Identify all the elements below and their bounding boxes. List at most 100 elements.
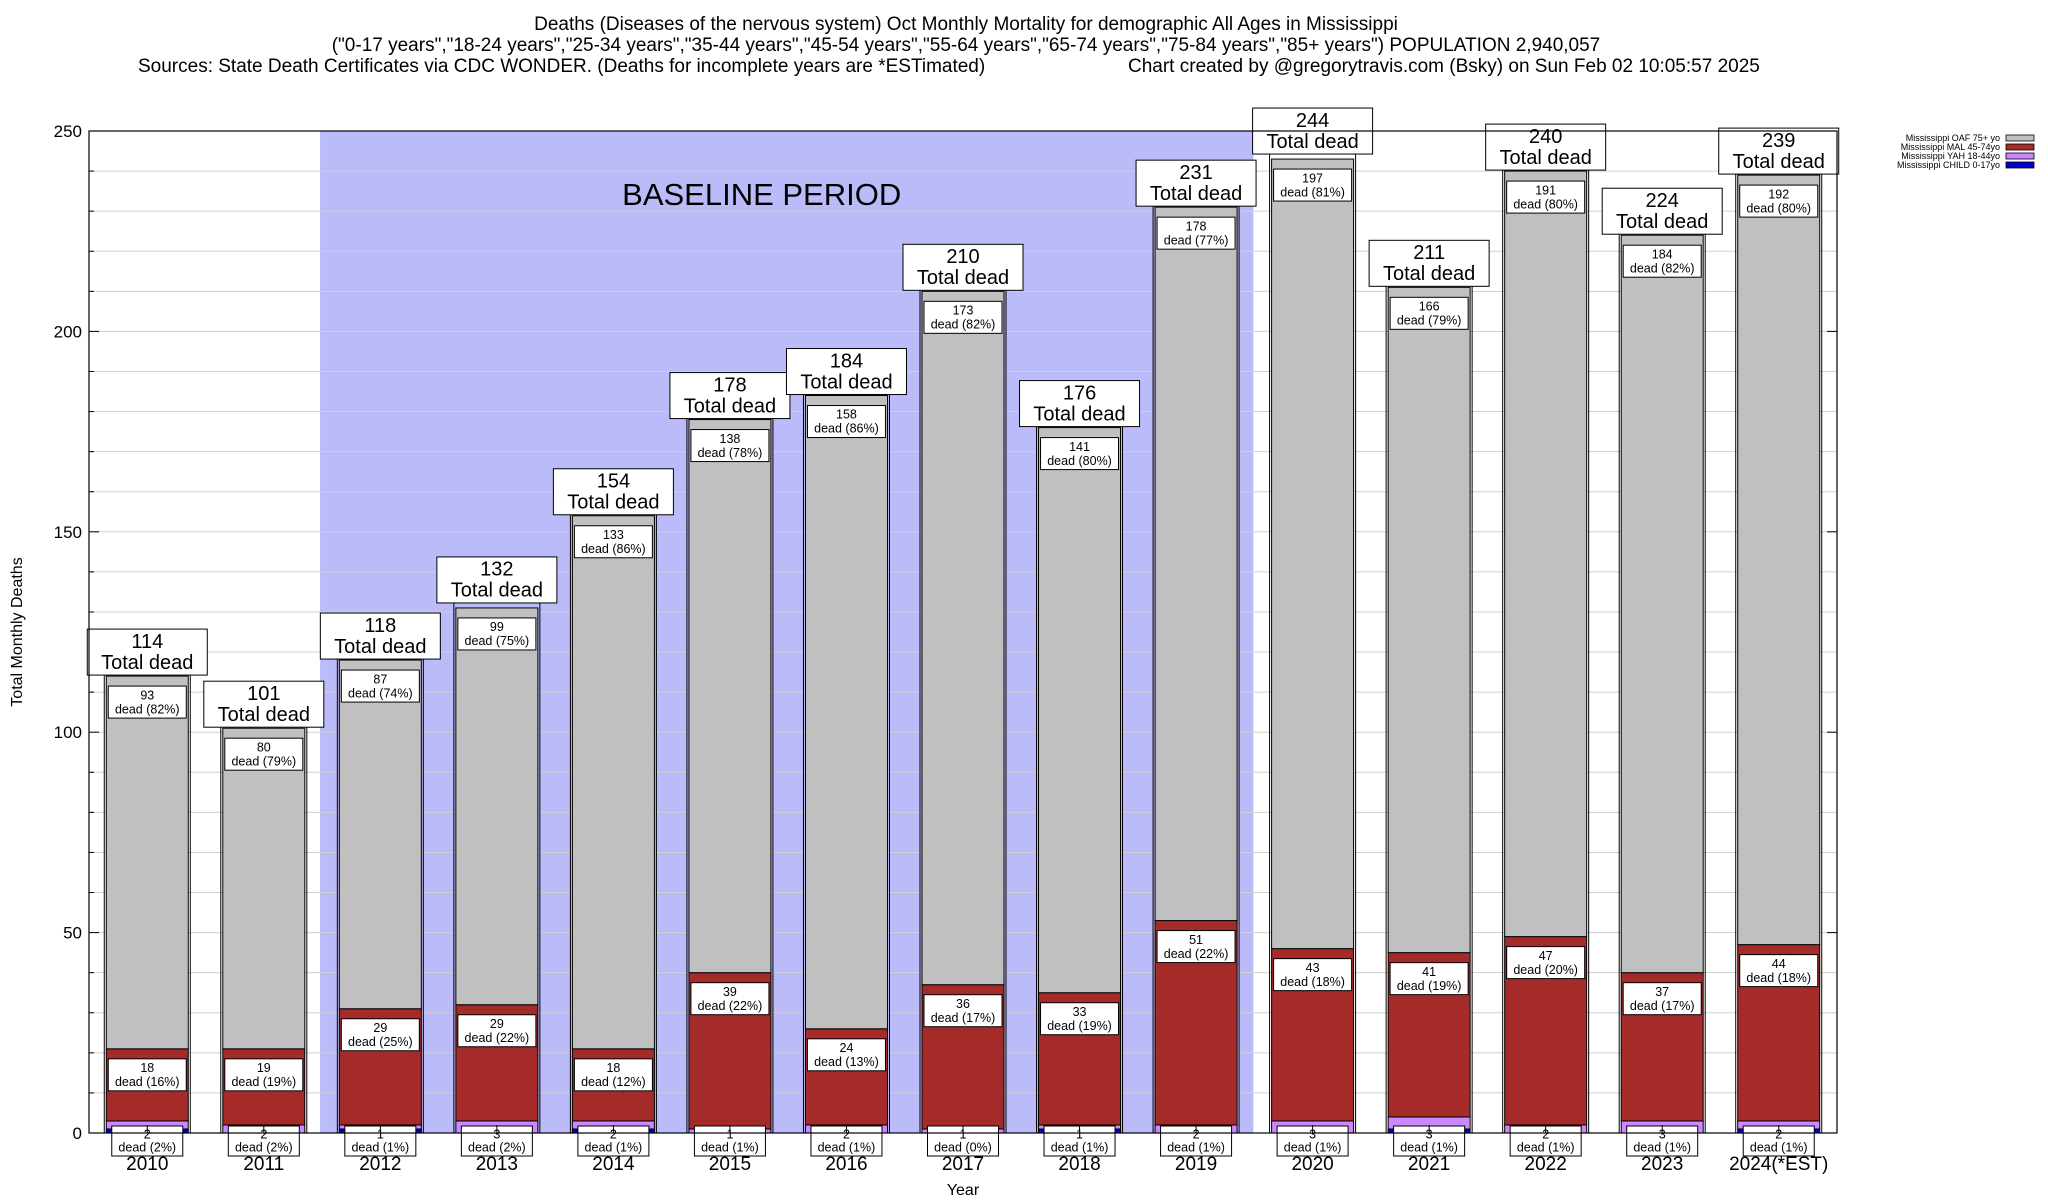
- mal-label-box: [107, 1058, 187, 1092]
- mal-label-text: 47: [1539, 949, 1553, 963]
- x-tick-label: 2014: [592, 1154, 635, 1175]
- oaf-label-box: [1739, 184, 1819, 218]
- oaf-label-box: [1389, 296, 1469, 330]
- oaf-label-box: [573, 525, 653, 559]
- legend-label: Mississippi OAF 75+ yo: [1906, 133, 2000, 143]
- mal-label-text: 36: [956, 997, 970, 1011]
- x-tick-label: 2016: [825, 1154, 867, 1175]
- yah-label-box: [1160, 1125, 1233, 1157]
- oaf-label-text: dead (77%): [1164, 233, 1229, 247]
- total-label-box: [1368, 239, 1490, 287]
- y-tick-label: 100: [54, 723, 82, 742]
- y-tick-label: 200: [54, 322, 82, 341]
- mal-label-text: dead (17%): [931, 1011, 996, 1025]
- yah-label-text: dead (1%): [1750, 1140, 1808, 1154]
- total-label-text: Total dead: [1383, 263, 1475, 285]
- total-label-text: 176: [1063, 382, 1096, 404]
- yah-label-text: 2: [843, 1127, 850, 1141]
- oaf-label-text: dead (75%): [465, 634, 530, 648]
- yah-label-text: 2: [610, 1127, 617, 1141]
- x-tick-label: 2013: [476, 1154, 518, 1175]
- bar-segment: [921, 290, 1005, 986]
- yah-label-text: dead (1%): [701, 1140, 759, 1154]
- oaf-label-box: [1040, 437, 1120, 471]
- yah-label-text: dead (1%): [1400, 1140, 1458, 1154]
- bar-segment: [804, 395, 888, 1030]
- total-label-text: Total dead: [1150, 183, 1242, 205]
- bar-segment: [105, 675, 189, 1050]
- yah-label-text: 2: [1193, 1127, 1200, 1141]
- mal-label-text: 37: [1655, 985, 1669, 999]
- total-label-text: 132: [480, 559, 513, 581]
- mal-label-text: dead (20%): [1513, 963, 1578, 977]
- total-label-text: 244: [1296, 110, 1329, 132]
- plot-border: [88, 130, 1838, 1134]
- x-tick-label: 2012: [359, 1154, 401, 1175]
- mal-label-text: dead (19%): [231, 1075, 296, 1089]
- oaf-label-text: 133: [603, 528, 624, 542]
- mal-label-text: 18: [606, 1061, 620, 1075]
- total-label-text: Total dead: [1733, 151, 1825, 173]
- oaf-label-box: [224, 737, 304, 771]
- mal-label-text: dead (19%): [1397, 979, 1462, 993]
- chart-credit: Chart created by @gregorytravis.com (Bsk…: [1128, 56, 1760, 77]
- oaf-label-text: dead (78%): [698, 446, 763, 460]
- total-label-box: [203, 680, 325, 728]
- oaf-label-text: 184: [1652, 247, 1673, 261]
- mal-label-box: [1156, 930, 1236, 964]
- total-label-text: 118: [364, 615, 396, 637]
- oaf-label-text: dead (80%): [1746, 201, 1811, 215]
- x-tick-label: 2015: [709, 1154, 751, 1175]
- yah-label-text: dead (1%): [1167, 1140, 1225, 1154]
- total-label-box: [1135, 159, 1257, 207]
- mal-label-text: 43: [1306, 961, 1320, 975]
- total-label-text: 114: [131, 631, 163, 653]
- total-label-text: Total dead: [451, 580, 543, 602]
- bar-segment: [1038, 427, 1122, 994]
- chart-title: Deaths (Diseases of the nervous system) …: [534, 14, 1398, 35]
- total-label-text: 101: [247, 683, 280, 705]
- bar-segment: [338, 659, 422, 1010]
- mal-label-text: dead (12%): [581, 1075, 646, 1089]
- oaf-label-box: [1622, 244, 1702, 278]
- oaf-label-text: 197: [1302, 171, 1323, 185]
- bar-segment: [455, 607, 539, 1006]
- yah-label-text: 2: [1542, 1127, 1549, 1141]
- total-label-text: Total dead: [1266, 131, 1358, 153]
- oaf-label-text: 99: [490, 620, 504, 634]
- x-tick-label: 2023: [1641, 1154, 1683, 1175]
- mal-label-box: [1389, 962, 1469, 996]
- mal-label-text: 24: [840, 1041, 854, 1055]
- legend-swatch: [2005, 152, 2035, 160]
- total-label-text: Total dead: [800, 371, 892, 393]
- mal-label-text: dead (18%): [1280, 975, 1345, 989]
- bar-segment: [222, 727, 306, 1050]
- yah-label-text: 3: [1426, 1127, 1433, 1141]
- x-axis-title: Year: [947, 1182, 980, 1199]
- mal-label-text: 29: [490, 1017, 504, 1031]
- mal-label-box: [1506, 946, 1586, 980]
- legend-label: Mississippi MAL 45-74yo: [1901, 142, 2000, 152]
- oaf-label-box: [340, 669, 420, 703]
- mal-label-text: 51: [1189, 933, 1203, 947]
- x-tick-label: 2021: [1408, 1154, 1450, 1175]
- yah-label-text: dead (1%): [1051, 1140, 1109, 1154]
- oaf-label-text: 178: [1186, 219, 1207, 233]
- x-tick-label: 2018: [1058, 1154, 1100, 1175]
- mal-label-box: [806, 1038, 886, 1072]
- yah-label-text: 2: [144, 1127, 151, 1141]
- bar-segment: [1620, 234, 1704, 974]
- x-tick-label: 2022: [1525, 1154, 1567, 1175]
- x-tick-label: 2020: [1291, 1154, 1333, 1175]
- yah-label-text: 3: [493, 1127, 500, 1141]
- mal-label-box: [1739, 954, 1819, 988]
- oaf-label-text: 138: [720, 432, 741, 446]
- total-label-text: 224: [1646, 190, 1679, 212]
- oaf-label-text: 87: [373, 672, 387, 686]
- bar-segment: [1737, 174, 1821, 946]
- x-tick-label: 2019: [1175, 1154, 1217, 1175]
- x-tick-label: 2024(*EST): [1729, 1154, 1828, 1175]
- yah-label-text: dead (1%): [351, 1140, 409, 1154]
